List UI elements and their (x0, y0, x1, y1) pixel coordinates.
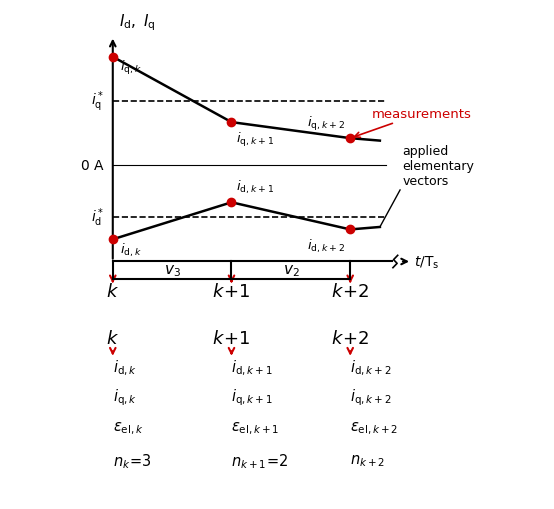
Text: $v_3$: $v_3$ (163, 263, 181, 278)
Text: $n_k\!=\!3$: $n_k\!=\!3$ (113, 451, 152, 470)
Text: $k\!+\!1$: $k\!+\!1$ (212, 282, 251, 300)
Text: $i_{\mathrm{q},k+1}$: $i_{\mathrm{q},k+1}$ (232, 387, 273, 407)
Text: $\varepsilon_{\mathrm{el},k+2}$: $\varepsilon_{\mathrm{el},k+2}$ (350, 419, 398, 436)
Text: $i_{\mathrm{d},k+2}$: $i_{\mathrm{d},k+2}$ (307, 237, 346, 254)
Text: $I_\mathrm{d},\ I_\mathrm{q}$: $I_\mathrm{d},\ I_\mathrm{q}$ (119, 12, 156, 33)
Text: $t/\mathrm{T}_\mathrm{s}$: $t/\mathrm{T}_\mathrm{s}$ (414, 254, 440, 270)
Text: $i_{\mathrm{q},k+2}$: $i_{\mathrm{q},k+2}$ (350, 387, 392, 407)
Text: $i_\mathrm{q}^*$: $i_\mathrm{q}^*$ (91, 90, 105, 114)
Text: $i_{\mathrm{q},k+2}$: $i_{\mathrm{q},k+2}$ (307, 115, 346, 133)
Text: $n_{k+2}$: $n_{k+2}$ (350, 453, 386, 468)
Text: $\varepsilon_{\mathrm{el},k+1}$: $\varepsilon_{\mathrm{el},k+1}$ (232, 419, 280, 436)
Text: $k$: $k$ (106, 329, 119, 348)
Text: $v_2$: $v_2$ (283, 263, 299, 278)
Text: $k\!+\!1$: $k\!+\!1$ (212, 329, 251, 348)
Text: $i_\mathrm{d}^*$: $i_\mathrm{d}^*$ (91, 206, 105, 229)
Text: $i_{\mathrm{d},k}$: $i_{\mathrm{d},k}$ (113, 358, 137, 377)
Text: $k\!+\!2$: $k\!+\!2$ (331, 282, 370, 300)
Text: $i_{\mathrm{d},k+1}$: $i_{\mathrm{d},k+1}$ (236, 178, 274, 195)
Text: $i_{\mathrm{d},k+2}$: $i_{\mathrm{d},k+2}$ (350, 358, 392, 377)
Text: $i_{\mathrm{q},k}$: $i_{\mathrm{q},k}$ (120, 59, 142, 77)
Text: $i_{\mathrm{d},k}$: $i_{\mathrm{d},k}$ (120, 241, 142, 259)
Text: applied
elementary
vectors: applied elementary vectors (402, 145, 474, 188)
Text: $n_{k+1}\!=\!2$: $n_{k+1}\!=\!2$ (232, 451, 289, 470)
Text: $i_{\mathrm{q},k}$: $i_{\mathrm{q},k}$ (113, 387, 137, 407)
Text: $i_{\mathrm{d},k+1}$: $i_{\mathrm{d},k+1}$ (232, 358, 273, 377)
Text: $k$: $k$ (106, 282, 119, 300)
Text: $0\ \mathrm{A}$: $0\ \mathrm{A}$ (80, 159, 105, 173)
Text: $i_{\mathrm{q},k+1}$: $i_{\mathrm{q},k+1}$ (236, 130, 274, 148)
Text: $\varepsilon_{\mathrm{el},k}$: $\varepsilon_{\mathrm{el},k}$ (113, 419, 143, 436)
Text: $k\!+\!2$: $k\!+\!2$ (331, 329, 370, 348)
Text: measurements: measurements (355, 107, 471, 138)
